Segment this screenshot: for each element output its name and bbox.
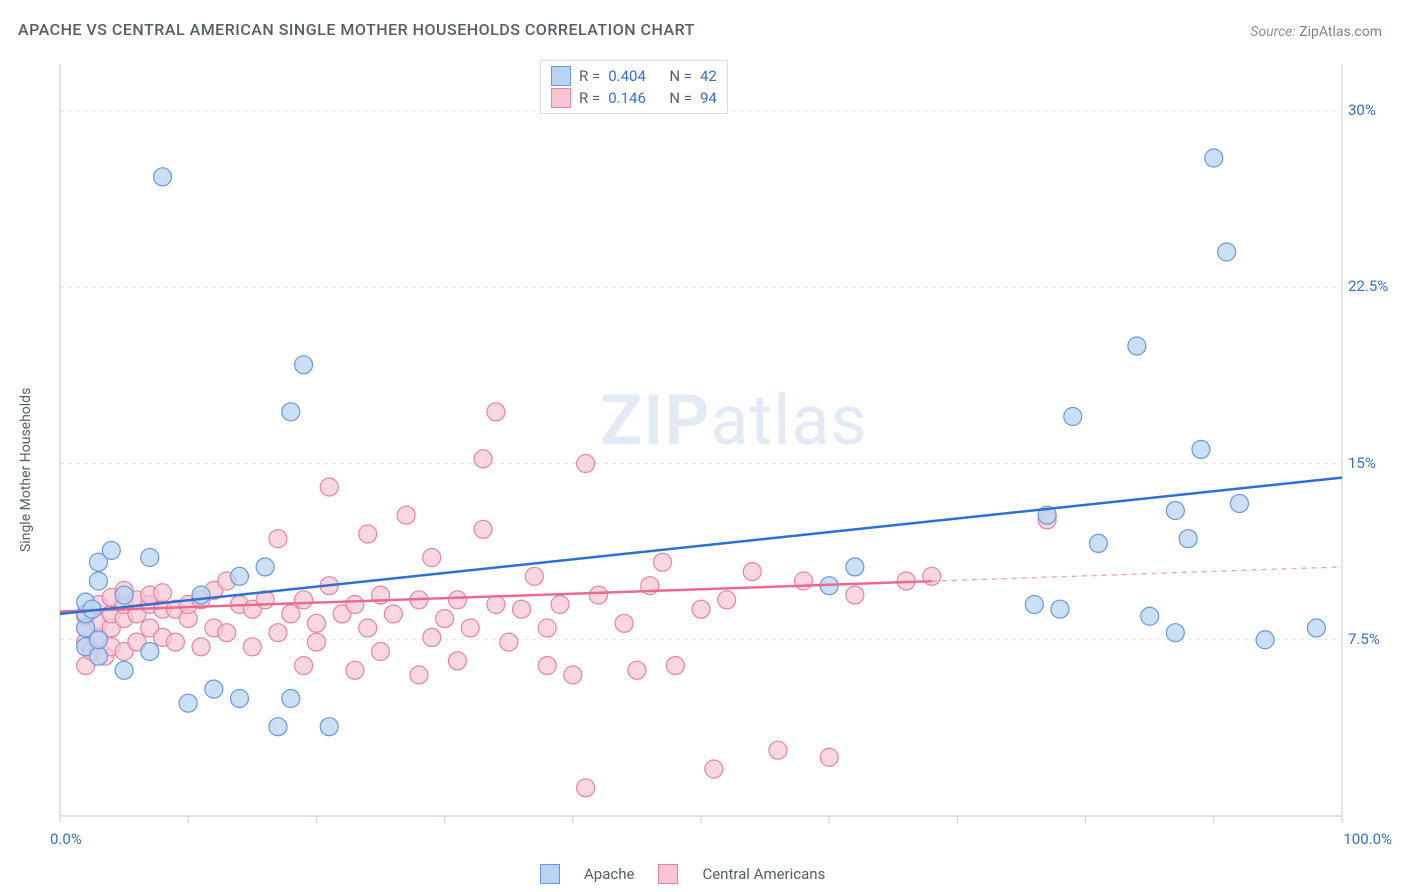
source-attribution: Source: ZipAtlas.com [1250,24,1382,40]
r-label: R = [579,87,600,109]
y-tick-label: 22.5% [1348,277,1388,295]
swatch-central [658,864,678,884]
apache-n-value: 42 [700,65,717,87]
swatch-central [551,88,571,108]
swatch-apache [551,66,571,86]
legend-stats-box: R = 0.404 N = 42 R = 0.146 N = 94 [540,60,728,114]
legend-row-apache: R = 0.404 N = 42 [551,65,717,87]
central-r-value: 0.146 [608,87,646,109]
y-tick-label: 7.5% [1348,630,1380,648]
r-label: R = [579,65,600,87]
n-label: N = [669,65,692,87]
y-tick-label: 15% [1348,454,1376,472]
source-name: ZipAtlas.com [1299,24,1382,40]
y-tick-label: 30% [1348,101,1376,119]
legend-label-apache: Apache [584,865,634,883]
source-prefix: Source: [1250,24,1295,40]
central-n-value: 94 [700,87,717,109]
apache-r-value: 0.404 [608,65,646,87]
legend-row-central: R = 0.146 N = 94 [551,87,717,109]
legend-bottom: Apache Central Americans [540,864,825,884]
y-axis-label: Single Mother Households [18,388,34,552]
swatch-apache [540,864,560,884]
legend-label-central: Central Americans [702,865,825,883]
x-tick-label: 0.0% [50,830,82,848]
scatter-chart-svg [46,56,1366,846]
plot-area [46,56,1366,846]
n-label: N = [669,87,692,109]
chart-container: APACHE VS CENTRAL AMERICAN SINGLE MOTHER… [0,0,1406,892]
chart-title: APACHE VS CENTRAL AMERICAN SINGLE MOTHER… [18,20,695,39]
x-tick-label: 100.0% [1343,830,1392,848]
